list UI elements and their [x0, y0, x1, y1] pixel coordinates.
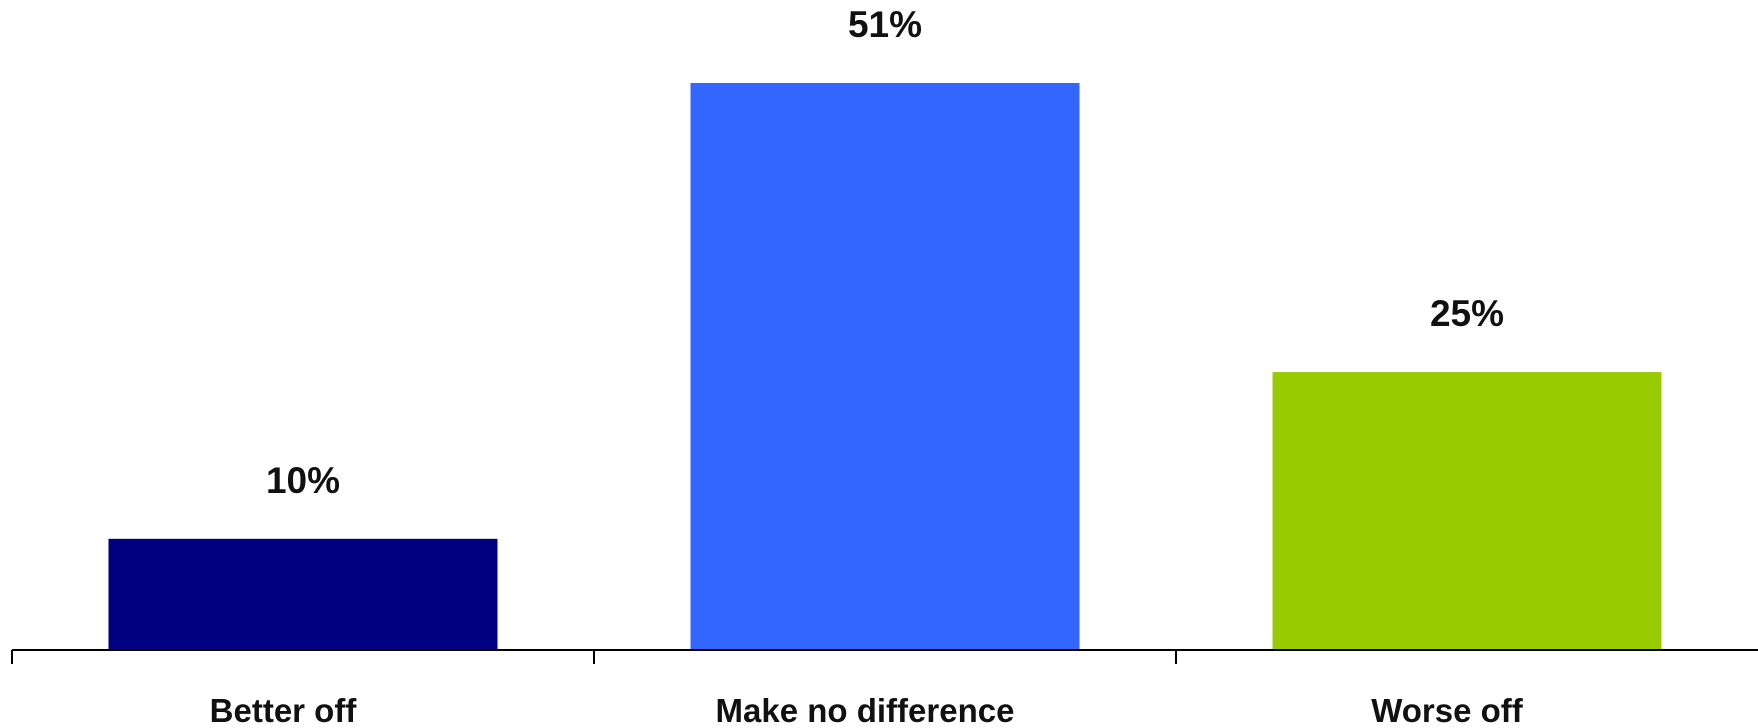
- value-label-better-off: 10%: [266, 460, 340, 501]
- category-label-worse-off: Worse off: [1371, 692, 1524, 728]
- bars-group: [108, 83, 1662, 650]
- value-labels-group: 10% 51% 25%: [266, 4, 1504, 501]
- x-axis: [11, 649, 1758, 664]
- category-labels-group: Better off Make no difference Worse off: [210, 692, 1524, 728]
- value-label-worse-off: 25%: [1430, 293, 1504, 334]
- category-label-better-off: Better off: [210, 692, 358, 728]
- x-axis-ticks: [11, 650, 1177, 664]
- value-label-make-no-difference: 51%: [848, 4, 922, 45]
- category-label-make-no-difference: Make no difference: [716, 692, 1015, 728]
- bar-worse-off: [1272, 372, 1662, 650]
- bar-make-no-difference: [690, 83, 1080, 650]
- bar-better-off: [108, 538, 498, 650]
